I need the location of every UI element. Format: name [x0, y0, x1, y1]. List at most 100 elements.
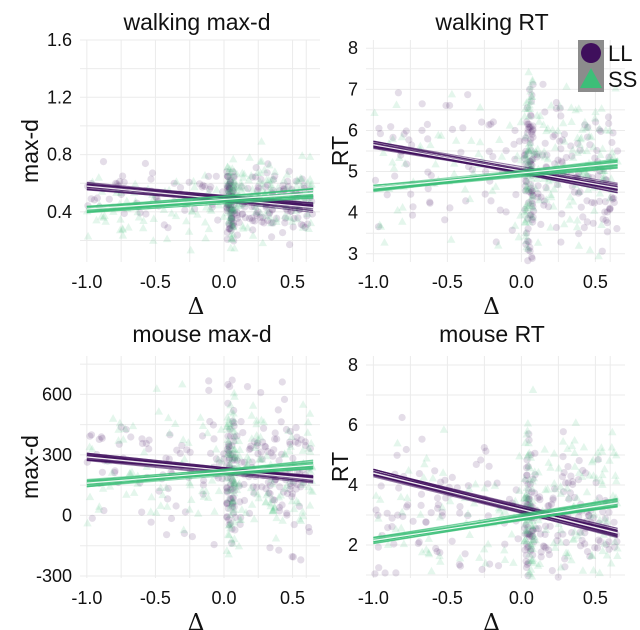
point-SS — [543, 154, 552, 163]
point-LL — [266, 544, 274, 552]
point-LL — [227, 206, 235, 214]
point-LL — [199, 481, 207, 489]
point-SS — [248, 185, 257, 193]
point-SS — [572, 222, 582, 231]
point-SS — [267, 182, 276, 191]
point-LL — [250, 438, 258, 446]
point-LL — [266, 482, 274, 490]
point-SS — [526, 210, 535, 219]
point-SS — [428, 473, 438, 482]
point-SS — [236, 201, 245, 209]
point-LL — [524, 559, 532, 567]
point-SS — [293, 176, 303, 185]
point-LL — [226, 177, 234, 185]
point-LL — [270, 176, 278, 184]
point-LL — [554, 532, 562, 540]
point-LL — [301, 441, 310, 450]
point-LL — [422, 518, 430, 526]
point-SS — [516, 155, 526, 164]
point-SS — [226, 459, 235, 467]
point-SS — [204, 224, 214, 233]
point-SS — [228, 213, 237, 221]
point-LL — [229, 484, 237, 492]
point-LL — [446, 101, 454, 110]
point-LL — [254, 208, 262, 216]
point-LL — [249, 173, 257, 181]
point-LL — [136, 209, 144, 217]
point-SS — [298, 511, 308, 520]
point-SS — [525, 104, 535, 112]
point-SS — [266, 175, 276, 184]
point-LL — [556, 137, 564, 145]
point-LL — [269, 219, 277, 227]
point-LL — [562, 479, 570, 487]
point-SS — [303, 428, 312, 436]
point-SS — [388, 157, 397, 166]
point-LL — [225, 447, 233, 455]
point-SS — [577, 133, 586, 142]
point-SS — [224, 448, 233, 456]
point-SS — [223, 162, 232, 171]
x-tick-label: -1.0 — [358, 272, 389, 292]
point-LL — [437, 478, 445, 486]
point-SS — [236, 515, 245, 523]
point-SS — [259, 417, 269, 426]
point-SS — [229, 539, 238, 547]
point-LL — [525, 530, 533, 538]
point-SS — [118, 225, 127, 233]
point-SS — [434, 130, 443, 139]
point-SS — [245, 153, 254, 161]
point-SS — [200, 171, 210, 179]
x-tick-label: 0.0 — [211, 272, 236, 292]
point-LL — [613, 225, 621, 233]
point-SS — [525, 556, 534, 564]
point-SS — [528, 385, 538, 393]
point-LL — [554, 573, 562, 581]
point-SS — [237, 186, 246, 194]
point-SS — [526, 453, 536, 461]
point-LL — [585, 511, 593, 519]
point-LL — [557, 238, 565, 246]
point-LL — [542, 522, 550, 530]
point-SS — [268, 495, 277, 503]
point-SS — [585, 470, 594, 479]
point-LL — [529, 133, 537, 141]
point-LL — [608, 138, 616, 147]
point-LL — [245, 509, 254, 517]
point-SS — [595, 568, 604, 577]
point-LL — [523, 530, 531, 538]
point-SS — [525, 549, 534, 558]
point-SS — [114, 425, 123, 433]
point-SS — [116, 215, 125, 223]
point-LL — [565, 495, 573, 503]
point-SS — [427, 566, 436, 575]
x-tick-label: 0.0 — [509, 588, 534, 608]
x-tick-label: -0.5 — [140, 588, 171, 608]
point-SS — [526, 82, 535, 90]
point-SS — [229, 409, 238, 417]
point-SS — [247, 434, 256, 442]
point-SS — [225, 202, 234, 210]
fit-lines — [86, 452, 314, 488]
point-SS — [554, 180, 563, 188]
point-LL — [434, 504, 442, 512]
point-LL — [493, 479, 501, 487]
point-SS — [569, 534, 579, 542]
point-SS — [598, 546, 607, 555]
point-LL — [537, 220, 545, 228]
point-LL — [610, 198, 618, 207]
point-SS — [269, 174, 278, 182]
point-LL — [487, 197, 495, 205]
point-LL — [609, 129, 617, 137]
point-SS — [258, 184, 267, 193]
point-LL — [279, 182, 287, 190]
point-SS — [229, 154, 238, 163]
point-LL — [372, 506, 380, 514]
point-LL — [534, 193, 542, 201]
point-SS — [393, 206, 402, 214]
point-LL — [229, 219, 237, 227]
point-SS — [114, 436, 123, 444]
point-SS — [589, 565, 598, 574]
point-SS — [548, 125, 557, 133]
